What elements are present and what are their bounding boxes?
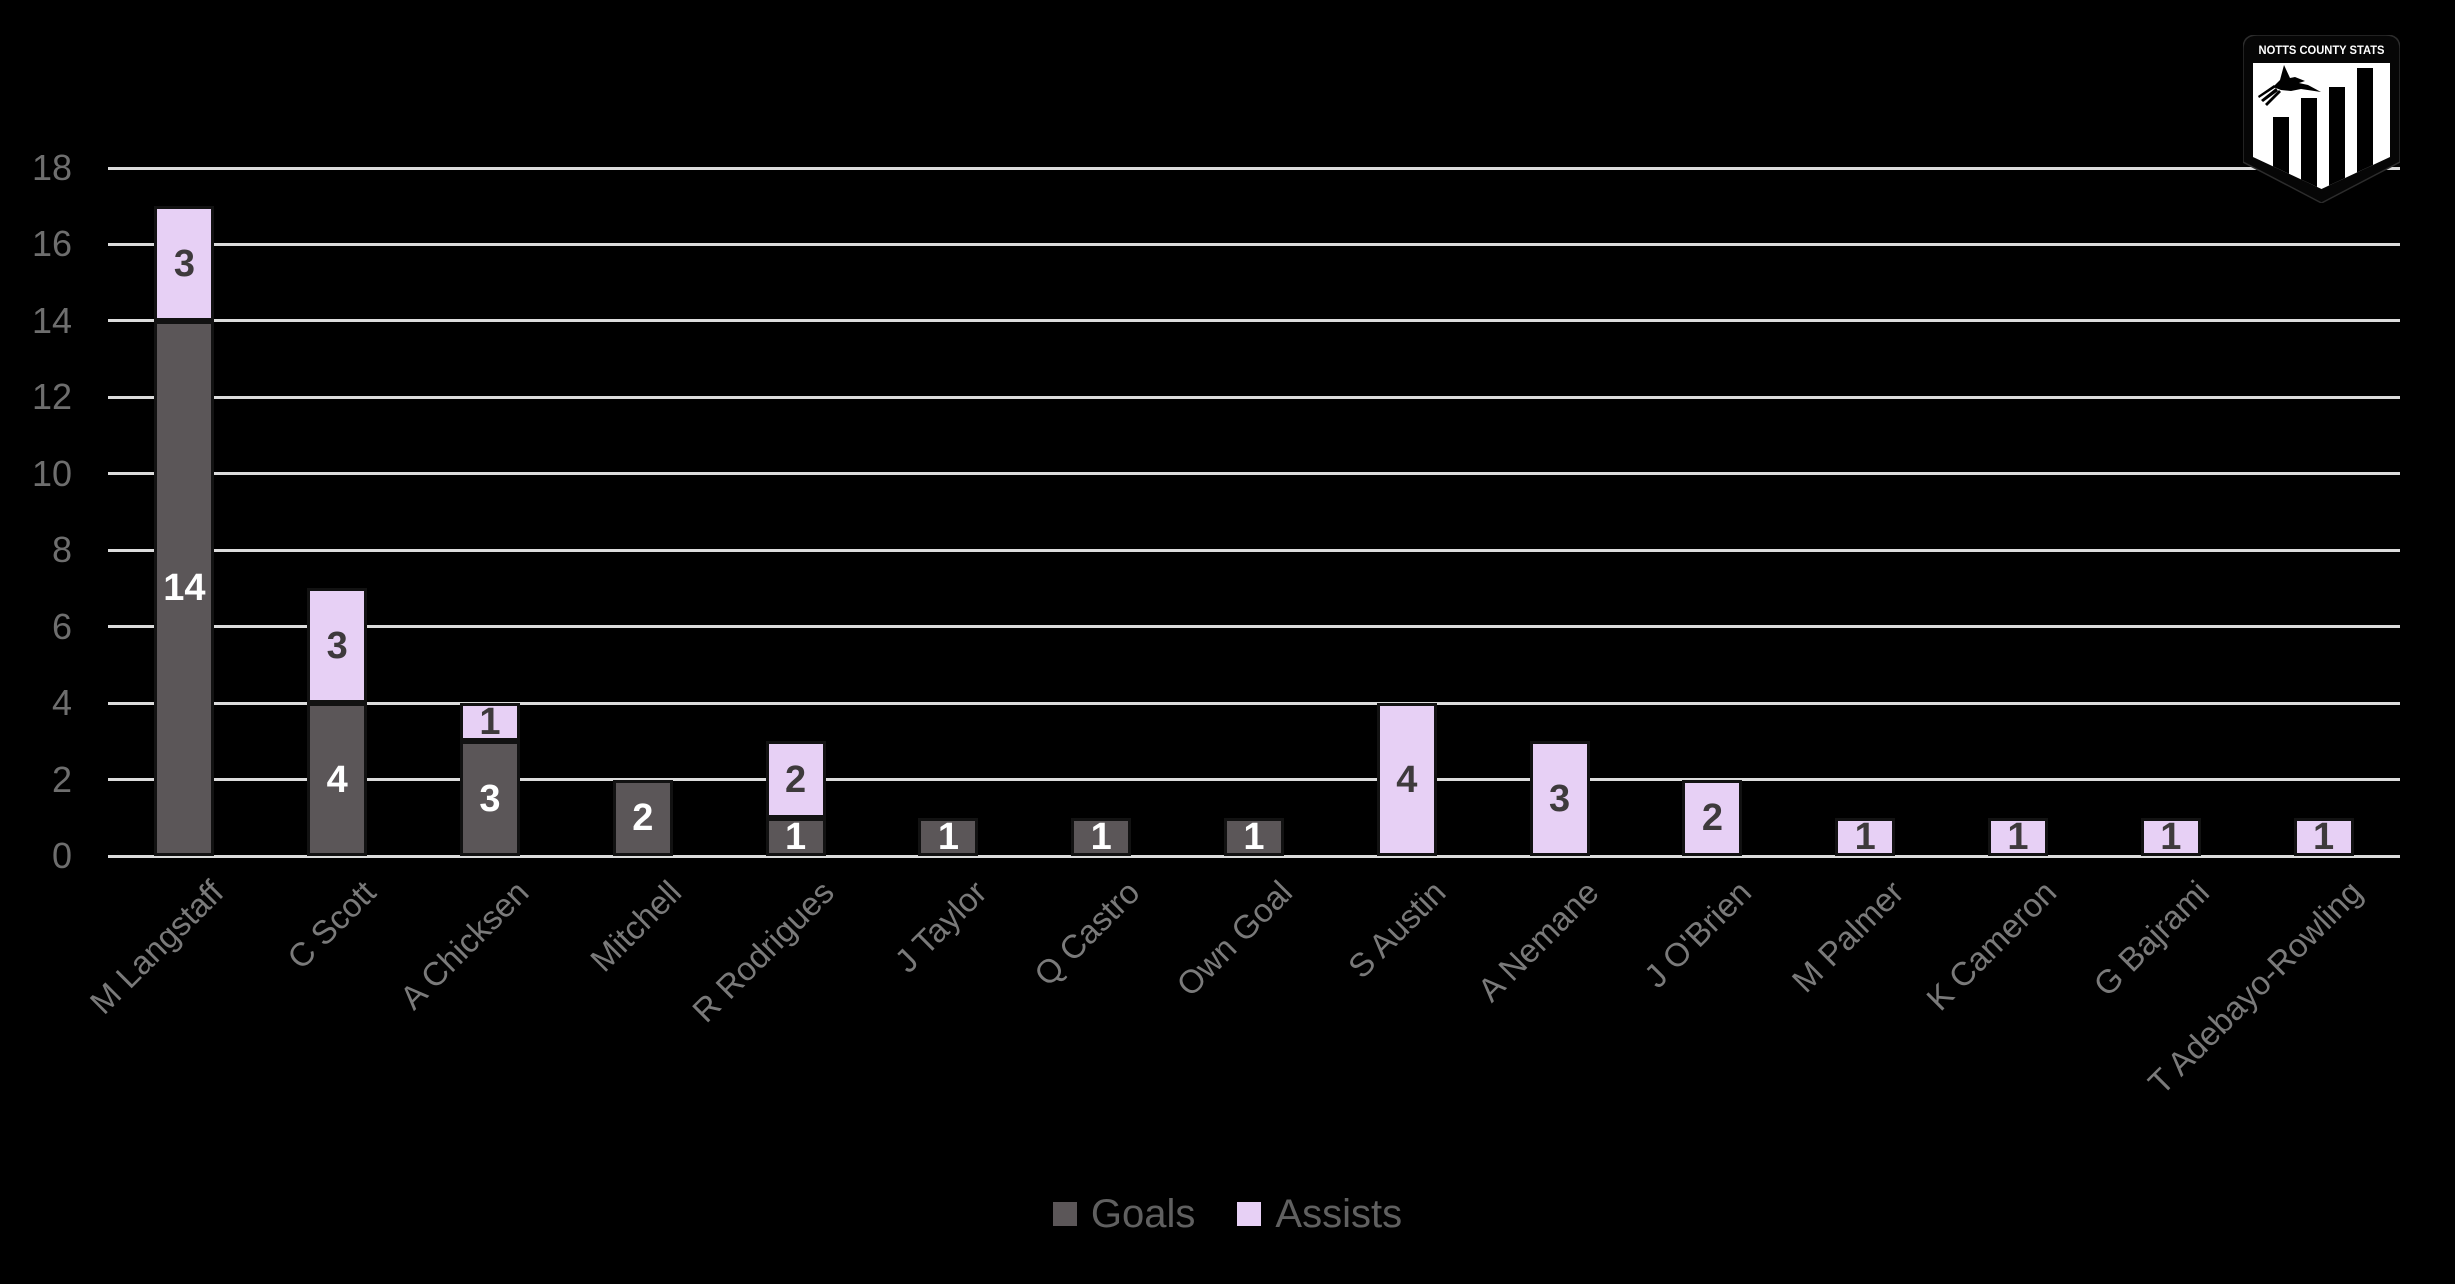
bar-value-label: 3 [1549, 777, 1571, 820]
y-axis-tick-label: 16 [31, 223, 72, 265]
y-axis-tick-label: 14 [31, 299, 72, 341]
logo-bars-icon [2273, 68, 2373, 189]
bar-segment-assists: 4 [1376, 703, 1437, 856]
bar-segment-goals: 1 [1224, 815, 1284, 858]
legend-item-assists: Assists [1237, 1194, 1402, 1234]
legend: Goals Assists [0, 1194, 2455, 1234]
y-axis-tick-label: 2 [51, 758, 72, 800]
bar-value-label: 14 [163, 567, 206, 610]
x-axis-tick-label: Mitchell [583, 873, 689, 979]
bar-segment-assists: 1 [460, 701, 520, 744]
x-axis-tick-label: C Scott [279, 873, 383, 976]
bar-segment-assists: 3 [307, 588, 368, 704]
y-axis-tick-label: 18 [31, 147, 72, 188]
bar-segment-goals: 1 [1071, 815, 1132, 858]
bar-value-label: 1 [2007, 815, 2029, 858]
y-axis-tick-label: 8 [51, 529, 72, 571]
gridline [108, 472, 2400, 476]
legend-item-goals: Goals [1052, 1192, 1196, 1236]
bar-value-label: 1 [2160, 815, 2182, 858]
bar-value-label: 1 [1243, 815, 1265, 858]
bar-segment-goals: 4 [307, 703, 368, 856]
bar-value-label: 3 [173, 242, 195, 285]
bar-segment-assists: 1 [1835, 815, 1896, 858]
bar-value-label: 2 [1701, 796, 1723, 839]
bar-value-label: 1 [2313, 815, 2335, 858]
gridline [108, 854, 2400, 858]
bar-segment-assists: 3 [1529, 741, 1590, 856]
x-axis-tick-label: A Nemane [1469, 873, 1606, 1009]
bar-segment-assists: 1 [2140, 815, 2201, 858]
x-axis-tick-label: S Austin [1340, 873, 1453, 986]
bar-value-label: 4 [1396, 758, 1418, 801]
x-axis-tick-label: J Taylor [887, 873, 994, 980]
y-axis-tick-label: 12 [31, 376, 72, 418]
x-axis-tick-label: G Bajrami [2086, 873, 2217, 1004]
gridline [108, 395, 2400, 399]
bar-value-label: 2 [632, 796, 654, 839]
bar-segment-assists: 3 [154, 206, 215, 321]
bar-segment-assists: 1 [2293, 815, 2354, 858]
gridline [108, 548, 2400, 552]
notts-county-stats-logo: NOTTS COUNTY STATS [2243, 35, 2400, 203]
bar-value-label: 3 [479, 777, 501, 820]
gridline [108, 166, 2400, 170]
bar-value-label: 4 [326, 758, 348, 801]
bar-value-label: 1 [479, 701, 501, 744]
y-axis-tick-label: 0 [51, 835, 72, 876]
gridline [108, 319, 2400, 323]
legend-label: Goals [1090, 1192, 1196, 1236]
y-axis-tick-label: 10 [31, 452, 72, 494]
magpie-icon [2258, 65, 2321, 106]
gridline [108, 242, 2400, 246]
bar-value-label: 1 [785, 815, 807, 858]
legend-label: Assists [1275, 1192, 1403, 1236]
bar-value-label: 2 [785, 758, 807, 801]
x-axis-tick-label: Q Castro [1027, 873, 1147, 993]
gridline [108, 625, 2400, 629]
bar-segment-goals: 3 [460, 741, 520, 856]
bar-segment-assists: 2 [765, 741, 826, 818]
bar-segment-assists: 2 [1682, 779, 1743, 856]
x-axis-tick-label: Own Goal [1169, 873, 1300, 1004]
x-axis-tick-label: J O'Brien [1636, 873, 1758, 995]
bar-segment-goals: 1 [765, 815, 826, 858]
bar-value-label: 1 [1090, 815, 1112, 858]
bar-segment-goals: 2 [612, 779, 673, 856]
gridline [108, 701, 2400, 705]
x-axis-tick-label: K Cameron [1919, 873, 2064, 1018]
legend-swatch-icon [1052, 1202, 1077, 1226]
y-axis-tick-label: 6 [51, 605, 72, 647]
bar-value-label: 3 [326, 624, 348, 667]
x-axis-tick-label: R Rodrigues [685, 873, 842, 1030]
legend-swatch-icon [1237, 1202, 1262, 1226]
bar-value-label: 1 [937, 815, 959, 858]
x-axis-tick-label: A Chicksen [392, 873, 536, 1017]
bar-value-label: 1 [1854, 815, 1876, 858]
y-axis-tick-label: 4 [51, 682, 72, 724]
bar-segment-goals: 1 [918, 815, 979, 858]
bar-segment-assists: 1 [1988, 815, 2048, 858]
logo-title: NOTTS COUNTY STATS [2259, 43, 2385, 57]
bar-segment-goals: 14 [154, 320, 215, 856]
x-axis-tick-label: M Langstaff [82, 873, 230, 1021]
x-axis-tick-label: M Palmer [1784, 873, 1911, 1000]
gridline [108, 778, 2400, 782]
